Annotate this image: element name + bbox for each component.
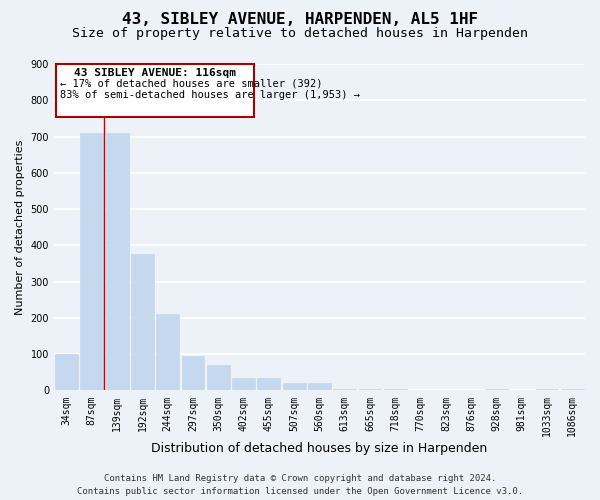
- FancyBboxPatch shape: [56, 64, 254, 116]
- Bar: [55, 354, 78, 391]
- Bar: [207, 365, 230, 390]
- Bar: [485, 388, 508, 390]
- Bar: [561, 388, 584, 390]
- Text: 83% of semi-detached houses are larger (1,953) →: 83% of semi-detached houses are larger (…: [60, 90, 360, 100]
- Text: Contains HM Land Registry data © Crown copyright and database right 2024.
Contai: Contains HM Land Registry data © Crown c…: [77, 474, 523, 496]
- Bar: [257, 378, 280, 390]
- Bar: [232, 378, 255, 390]
- X-axis label: Distribution of detached houses by size in Harpenden: Distribution of detached houses by size …: [151, 442, 488, 455]
- Bar: [384, 388, 407, 390]
- Bar: [359, 388, 382, 390]
- Bar: [182, 356, 205, 390]
- Bar: [157, 314, 179, 390]
- Bar: [80, 133, 103, 390]
- Text: 43, SIBLEY AVENUE, HARPENDEN, AL5 1HF: 43, SIBLEY AVENUE, HARPENDEN, AL5 1HF: [122, 12, 478, 28]
- Bar: [334, 388, 356, 390]
- Text: Size of property relative to detached houses in Harpenden: Size of property relative to detached ho…: [72, 28, 528, 40]
- Text: 43 SIBLEY AVENUE: 116sqm: 43 SIBLEY AVENUE: 116sqm: [74, 68, 236, 78]
- Bar: [308, 383, 331, 390]
- Bar: [131, 254, 154, 390]
- Text: ← 17% of detached houses are smaller (392): ← 17% of detached houses are smaller (39…: [60, 79, 323, 89]
- Bar: [536, 388, 559, 390]
- Y-axis label: Number of detached properties: Number of detached properties: [15, 140, 25, 315]
- Bar: [106, 133, 128, 390]
- Bar: [283, 383, 305, 390]
